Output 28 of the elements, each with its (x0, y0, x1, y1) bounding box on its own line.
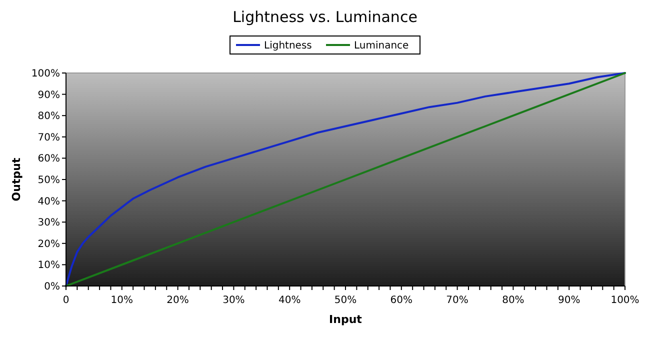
legend-label: Lightness (264, 40, 312, 52)
x-tick-label: 60% (390, 295, 413, 306)
x-tick-label: 50% (334, 295, 357, 306)
x-tick-label: 0 (62, 295, 70, 306)
x-tick-label: 20% (166, 295, 189, 306)
y-tick-label: 60% (38, 154, 60, 165)
y-tick-label: 90% (38, 90, 60, 101)
x-tick-label: 80% (502, 295, 524, 306)
x-tick-label: 90% (558, 295, 580, 306)
y-tick-label: 70% (38, 132, 60, 144)
y-tick-label: 10% (38, 260, 60, 272)
x-axis-title: Input (329, 313, 362, 326)
line-series (65, 72, 626, 287)
y-tick-label: 0% (44, 282, 60, 292)
y-tick-label: 40% (38, 196, 60, 208)
y-tick-label: 50% (38, 175, 60, 186)
x-tick-label: 10% (110, 295, 134, 306)
x-tick-label: 100% (610, 295, 640, 306)
y-tick-label: 100% (31, 68, 60, 80)
chart-title: Lightness vs. Luminance (232, 8, 418, 26)
y-tick-label: 20% (38, 238, 60, 250)
x-tick-label: 40% (278, 295, 301, 306)
y-axis-title: Output (10, 158, 23, 202)
y-tick-label: 30% (38, 218, 60, 229)
x-tick-label: 70% (446, 295, 468, 306)
legend-label: Luminance (354, 40, 409, 52)
x-tick-label: 30% (222, 295, 245, 306)
y-tick-label: 80% (38, 111, 60, 122)
